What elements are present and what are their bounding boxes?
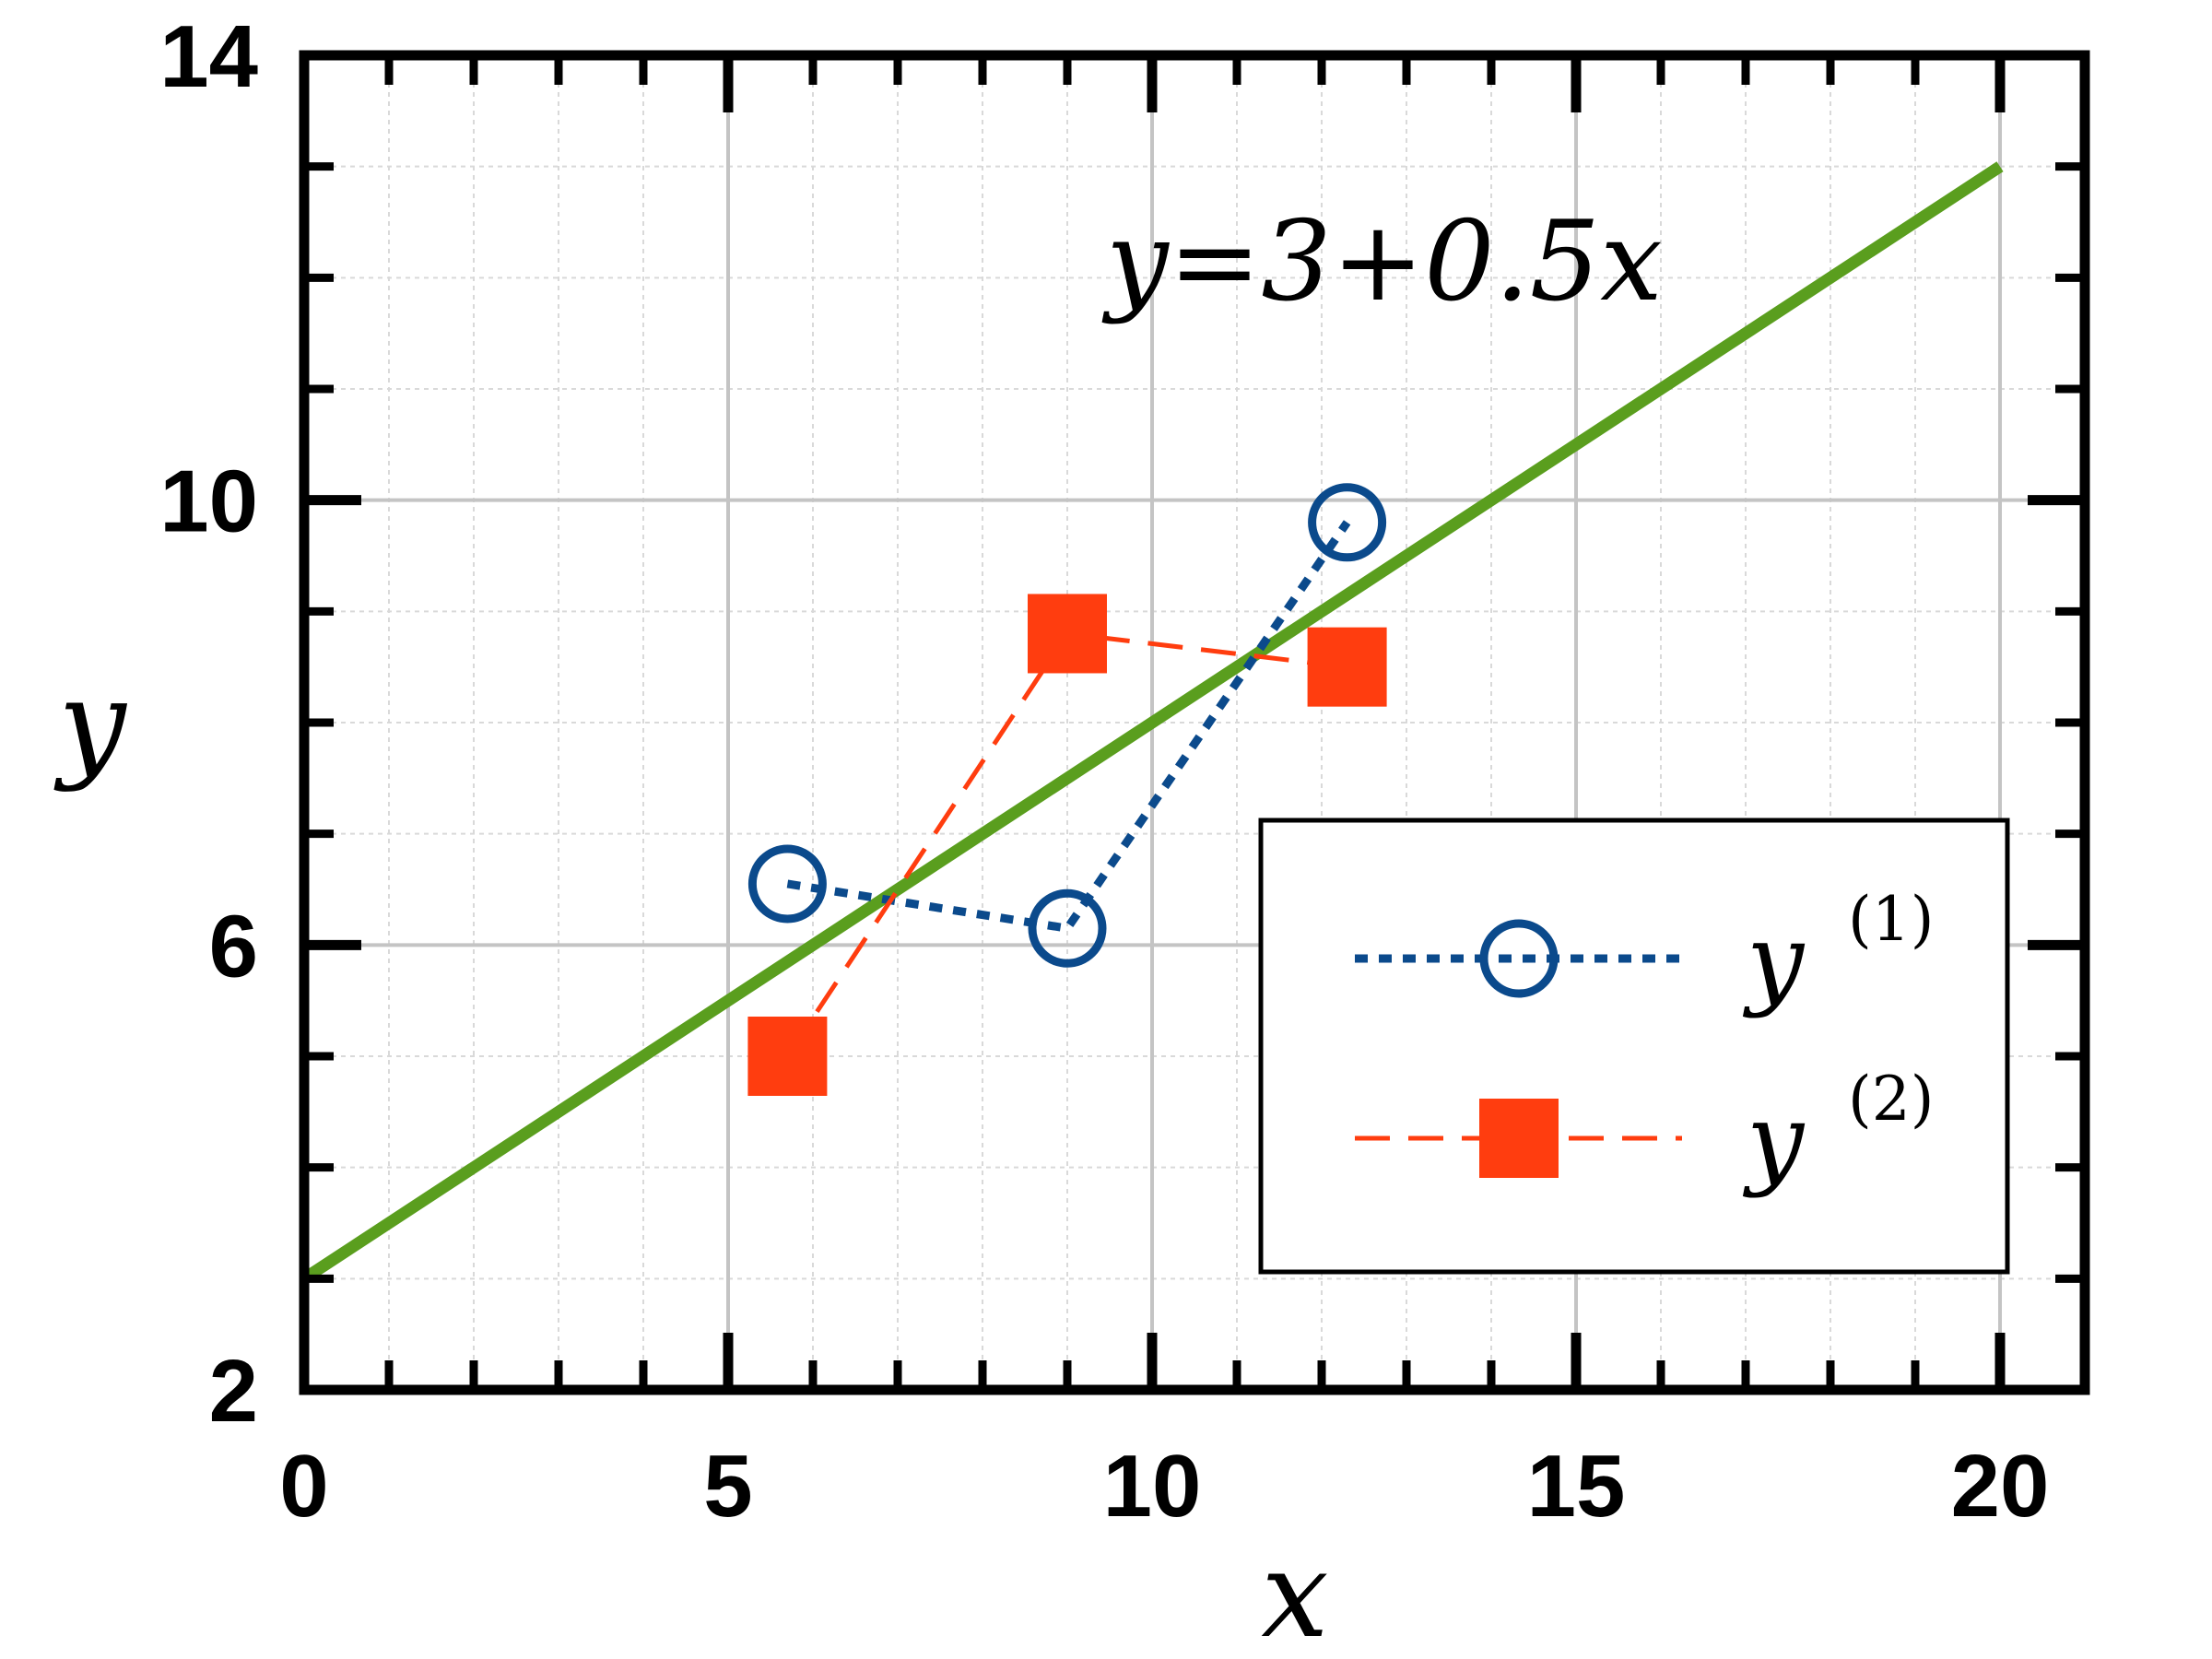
x-tick-label: 15 [1527, 1437, 1626, 1535]
y-axis-title: y [53, 653, 127, 794]
x-tick-label: 0 [279, 1437, 328, 1535]
legend-label: y [1742, 1081, 1806, 1199]
y-tick-label: 10 [159, 453, 258, 551]
series-2-point [1028, 594, 1107, 674]
series-1 [747, 483, 1387, 968]
series-1-point [747, 844, 827, 924]
legend-label: y [1742, 901, 1806, 1019]
legend-label-superscript: (2) [1848, 1064, 1935, 1135]
series-2-point [747, 1017, 828, 1096]
x-tick-label: 5 [703, 1437, 752, 1535]
x-tick-labels: 0 5 10 15 20 [279, 1437, 2049, 1535]
legend-entry-2: y (2) [1355, 1064, 1935, 1199]
legend-box [1258, 818, 2010, 1275]
x-tick-label: 10 [1103, 1437, 1202, 1535]
legend-marker [1479, 1099, 1559, 1178]
series-layer [747, 483, 1387, 1096]
series-1-point [1308, 483, 1387, 562]
x-axis-title: x [1261, 1524, 1328, 1659]
series-2-point [1307, 627, 1387, 707]
fit-line [300, 161, 2004, 1284]
legend-label-superscript: (1) [1848, 884, 1935, 955]
fit-equation-annotation: y=3+0.5x [1101, 198, 1663, 326]
legend-marker [1479, 919, 1559, 998]
y-tick-labels: 2 6 10 14 [159, 7, 258, 1441]
series-1-point [1028, 888, 1107, 968]
legend-entry-1: y (1) [1355, 884, 1935, 1019]
legend: y (1) y (2) [1258, 818, 2010, 1275]
series-2 [747, 594, 1387, 1096]
tick-marks [304, 55, 2085, 1390]
y-tick-label: 6 [209, 897, 258, 995]
fit-line-layer [300, 161, 2004, 1284]
x-tick-label: 20 [1951, 1437, 2050, 1535]
y-tick-label: 2 [209, 1342, 258, 1441]
y-tick-label: 14 [159, 7, 258, 106]
